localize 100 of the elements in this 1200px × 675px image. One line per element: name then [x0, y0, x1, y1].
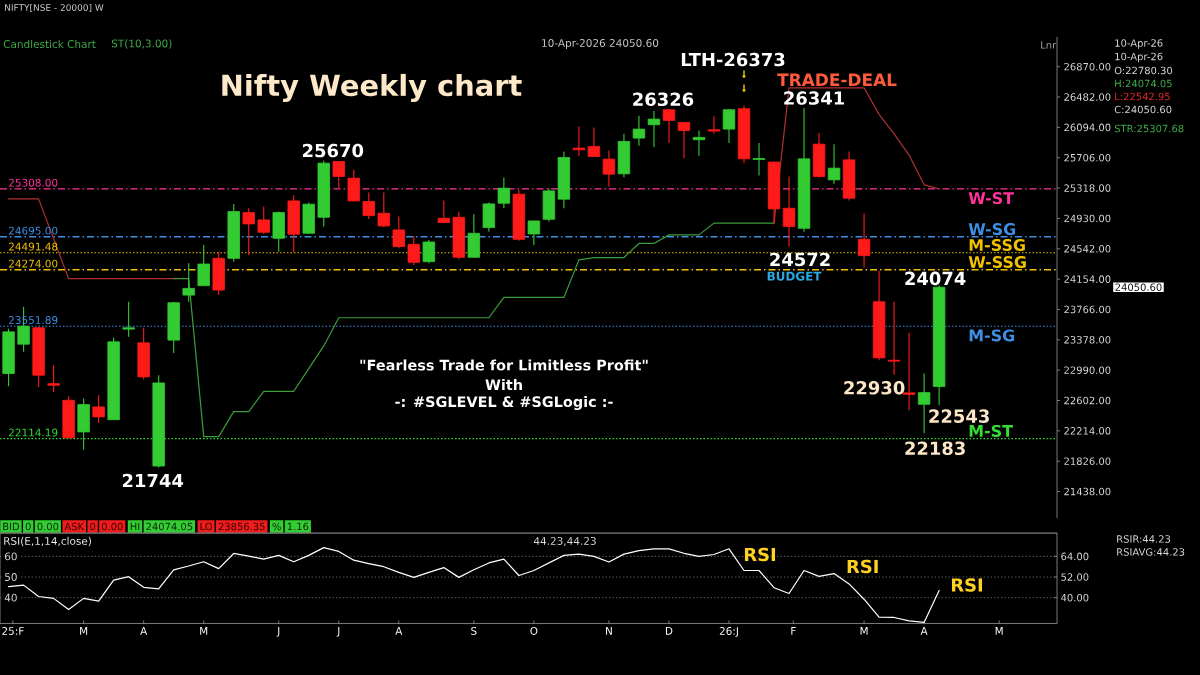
- candlestick: [632, 115, 646, 147]
- annotation: 22183: [905, 441, 965, 456]
- text: BID: [3, 522, 20, 531]
- text: 10-Apr-26: [1115, 52, 1163, 63]
- y-tick-label: 21438.00: [1064, 487, 1111, 496]
- candlestick: [782, 175, 796, 247]
- annotation: 24074: [905, 271, 966, 286]
- annotation: "Fearless Trade for Limitless Profit": [360, 359, 648, 371]
- candlestick: [197, 244, 210, 287]
- x-tick-label: N: [606, 627, 612, 635]
- ref-line-label: M-SSG: [969, 238, 1025, 252]
- annotation: 25670: [302, 143, 364, 158]
- text: 23856.35: [218, 522, 265, 531]
- y2-tick-label: 50: [5, 573, 17, 581]
- y-tick-label: 22990.00: [1064, 366, 1111, 374]
- annotation: 24491.48: [8, 242, 58, 251]
- candlestick: [407, 235, 420, 266]
- candlestick: [332, 160, 345, 189]
- x-tick-label: J: [276, 627, 280, 637]
- annotation: 21744: [122, 473, 184, 488]
- y-tick-label: 23378.00: [1064, 336, 1111, 344]
- candlestick: [887, 301, 901, 376]
- ref-line-label: W-SSG: [968, 255, 1026, 269]
- ref-line-label: M-SG: [969, 329, 1015, 342]
- x-tick-label: M: [200, 627, 208, 635]
- text: Nifty Weekly chart: [222, 73, 522, 103]
- y2-tick-label: 40: [4, 593, 17, 602]
- text: C:24050.60: [1114, 105, 1172, 114]
- text: 0: [90, 522, 96, 531]
- x-tick-label: 25:F: [2, 627, 24, 635]
- y-tick-label: 23766.00: [1064, 305, 1111, 314]
- annotation: 26326: [633, 92, 694, 107]
- y-tick-label: 21826.00: [1064, 457, 1111, 465]
- x-tick-label: A: [140, 627, 148, 635]
- annotation: 22930: [844, 381, 905, 395]
- text: HI: [130, 522, 140, 531]
- candlestick: [527, 220, 541, 246]
- candlestick: [362, 192, 375, 220]
- candlestick: [857, 212, 871, 268]
- annotation: 24572: [770, 252, 830, 267]
- text: 24050.60: [1115, 283, 1162, 291]
- x-tick-label: A: [395, 627, 403, 635]
- y-tick-label: 26482.00: [1064, 93, 1111, 101]
- candlestick: [482, 202, 496, 233]
- x-tick-label: A: [920, 627, 928, 635]
- candlestick: [917, 372, 931, 434]
- text: L:22542.95: [1115, 92, 1170, 101]
- y-tick-label: 22602.00: [1064, 396, 1111, 405]
- text: 0.00: [37, 522, 59, 531]
- text: H:24074.05: [1115, 79, 1172, 88]
- y-tick-label: 24930.00: [1064, 214, 1111, 223]
- x-tick-label: F: [791, 627, 796, 635]
- x-tick-label: O: [530, 627, 538, 635]
- text: ASK: [64, 522, 85, 531]
- annotation: TRADE-DEAL: [777, 73, 897, 86]
- y-tick-label: 25318.00: [1064, 184, 1111, 192]
- annotation: 22114.19: [8, 428, 58, 437]
- y-tick-label: 64.00: [1061, 552, 1089, 561]
- text: O:22780.30: [1114, 66, 1173, 75]
- annotation: Lnr: [1041, 41, 1057, 49]
- ref-line-label: W-SG: [968, 223, 1016, 236]
- candlestick: [587, 126, 601, 158]
- candlestick: [722, 108, 736, 144]
- x-tick-label: M: [80, 627, 88, 635]
- y-tick-label: 40.00: [1061, 593, 1089, 602]
- text: 0.00: [101, 522, 123, 531]
- candlestick: [572, 125, 586, 157]
- candlestick: [437, 200, 451, 224]
- text: RSIR:44.23: [1117, 535, 1171, 543]
- x-tick-label: S: [471, 627, 477, 635]
- candlestick: [677, 121, 691, 159]
- text: STR:25307.68: [1114, 124, 1184, 133]
- candlestick: [692, 129, 706, 157]
- candlestick: [647, 110, 661, 148]
- annotation: BUDGET: [767, 271, 822, 281]
- annotation: With: [485, 378, 522, 390]
- candlestick: [497, 176, 511, 209]
- text: RSIAVG:44.23: [1117, 548, 1185, 556]
- annotation: 25308.00: [8, 178, 58, 187]
- annotation: 24274.00: [8, 259, 58, 268]
- annotation: RSI(E,1,14,close): [4, 536, 91, 547]
- annotation: RSI: [847, 559, 878, 574]
- y-tick-label: 26094.00: [1064, 123, 1111, 132]
- candlestick: [182, 262, 195, 303]
- x-tick-label: 26:J: [719, 627, 738, 637]
- candlestick: [377, 192, 390, 228]
- candlestick: [122, 301, 135, 338]
- x-tick-label: M: [995, 627, 1003, 635]
- text: LO: [200, 522, 212, 531]
- y-tick-label: 52.00: [1061, 573, 1089, 581]
- ref-line-label: M-ST: [969, 424, 1013, 437]
- annotation: -: #SGLEVEL & #SGLogic :-: [395, 395, 613, 411]
- candlestick: [347, 169, 360, 203]
- x-tick-label: M: [860, 627, 868, 635]
- annotation: RSI: [744, 547, 776, 562]
- y-tick-label: 24542.00: [1064, 245, 1111, 253]
- candlestick: [827, 143, 841, 185]
- text: 1.16: [287, 522, 309, 531]
- candlestick: [257, 206, 270, 235]
- text: 10-Apr-26: [1115, 39, 1163, 49]
